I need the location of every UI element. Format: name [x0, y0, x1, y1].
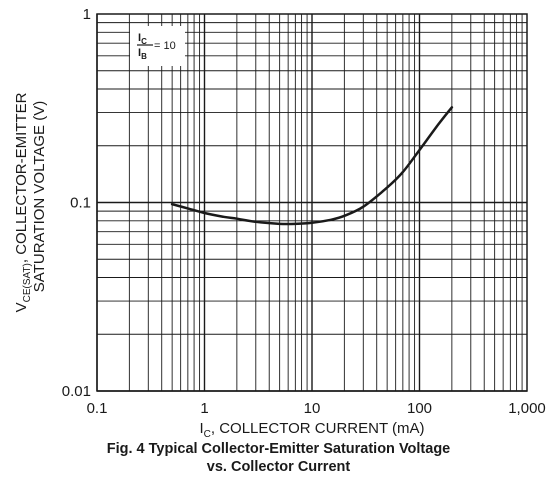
annotation-numerator: IC: [138, 32, 147, 46]
x-tick-label: 0.1: [87, 400, 108, 417]
plot-frame: [96, 13, 528, 392]
x-tick-label: 100: [407, 400, 432, 417]
annotation-ratio: IC IB = 10: [130, 26, 185, 66]
series-line: [170, 106, 454, 226]
y-axis-label-line2: SATURATION VOLTAGE (V): [31, 101, 48, 292]
figure-caption-line2: vs. Collector Current: [206, 459, 351, 475]
y-tick-label: 0.1: [70, 195, 91, 212]
x-tick-label: 1,000: [508, 400, 546, 417]
annotation-denominator: IB: [138, 47, 147, 61]
x-tick-label: 10: [304, 400, 321, 417]
y-tick-label: 0.01: [62, 383, 91, 400]
x-axis-label: IC, COLLECTOR CURRENT (mA): [199, 420, 424, 440]
y-axis-label-line1: VCE(SAT), COLLECTOR-EMITTER: [13, 92, 33, 312]
y-tick-label: 1: [83, 6, 91, 23]
annotation-value: = 10: [154, 40, 176, 52]
y-tick-labels: 1 0.1 0.01: [62, 6, 91, 400]
x-tick-labels: 0.1 1 10 100 1,000: [87, 400, 546, 417]
annotation-box: [130, 26, 185, 66]
figure-caption-line1: Fig. 4 Typical Collector-Emitter Saturat…: [106, 441, 451, 457]
chart: 0.1 1 10 100 1,000 10.10.01 IC IB = 10 IC, C…: [13, 6, 546, 440]
x-tick-label: 1: [200, 400, 208, 417]
